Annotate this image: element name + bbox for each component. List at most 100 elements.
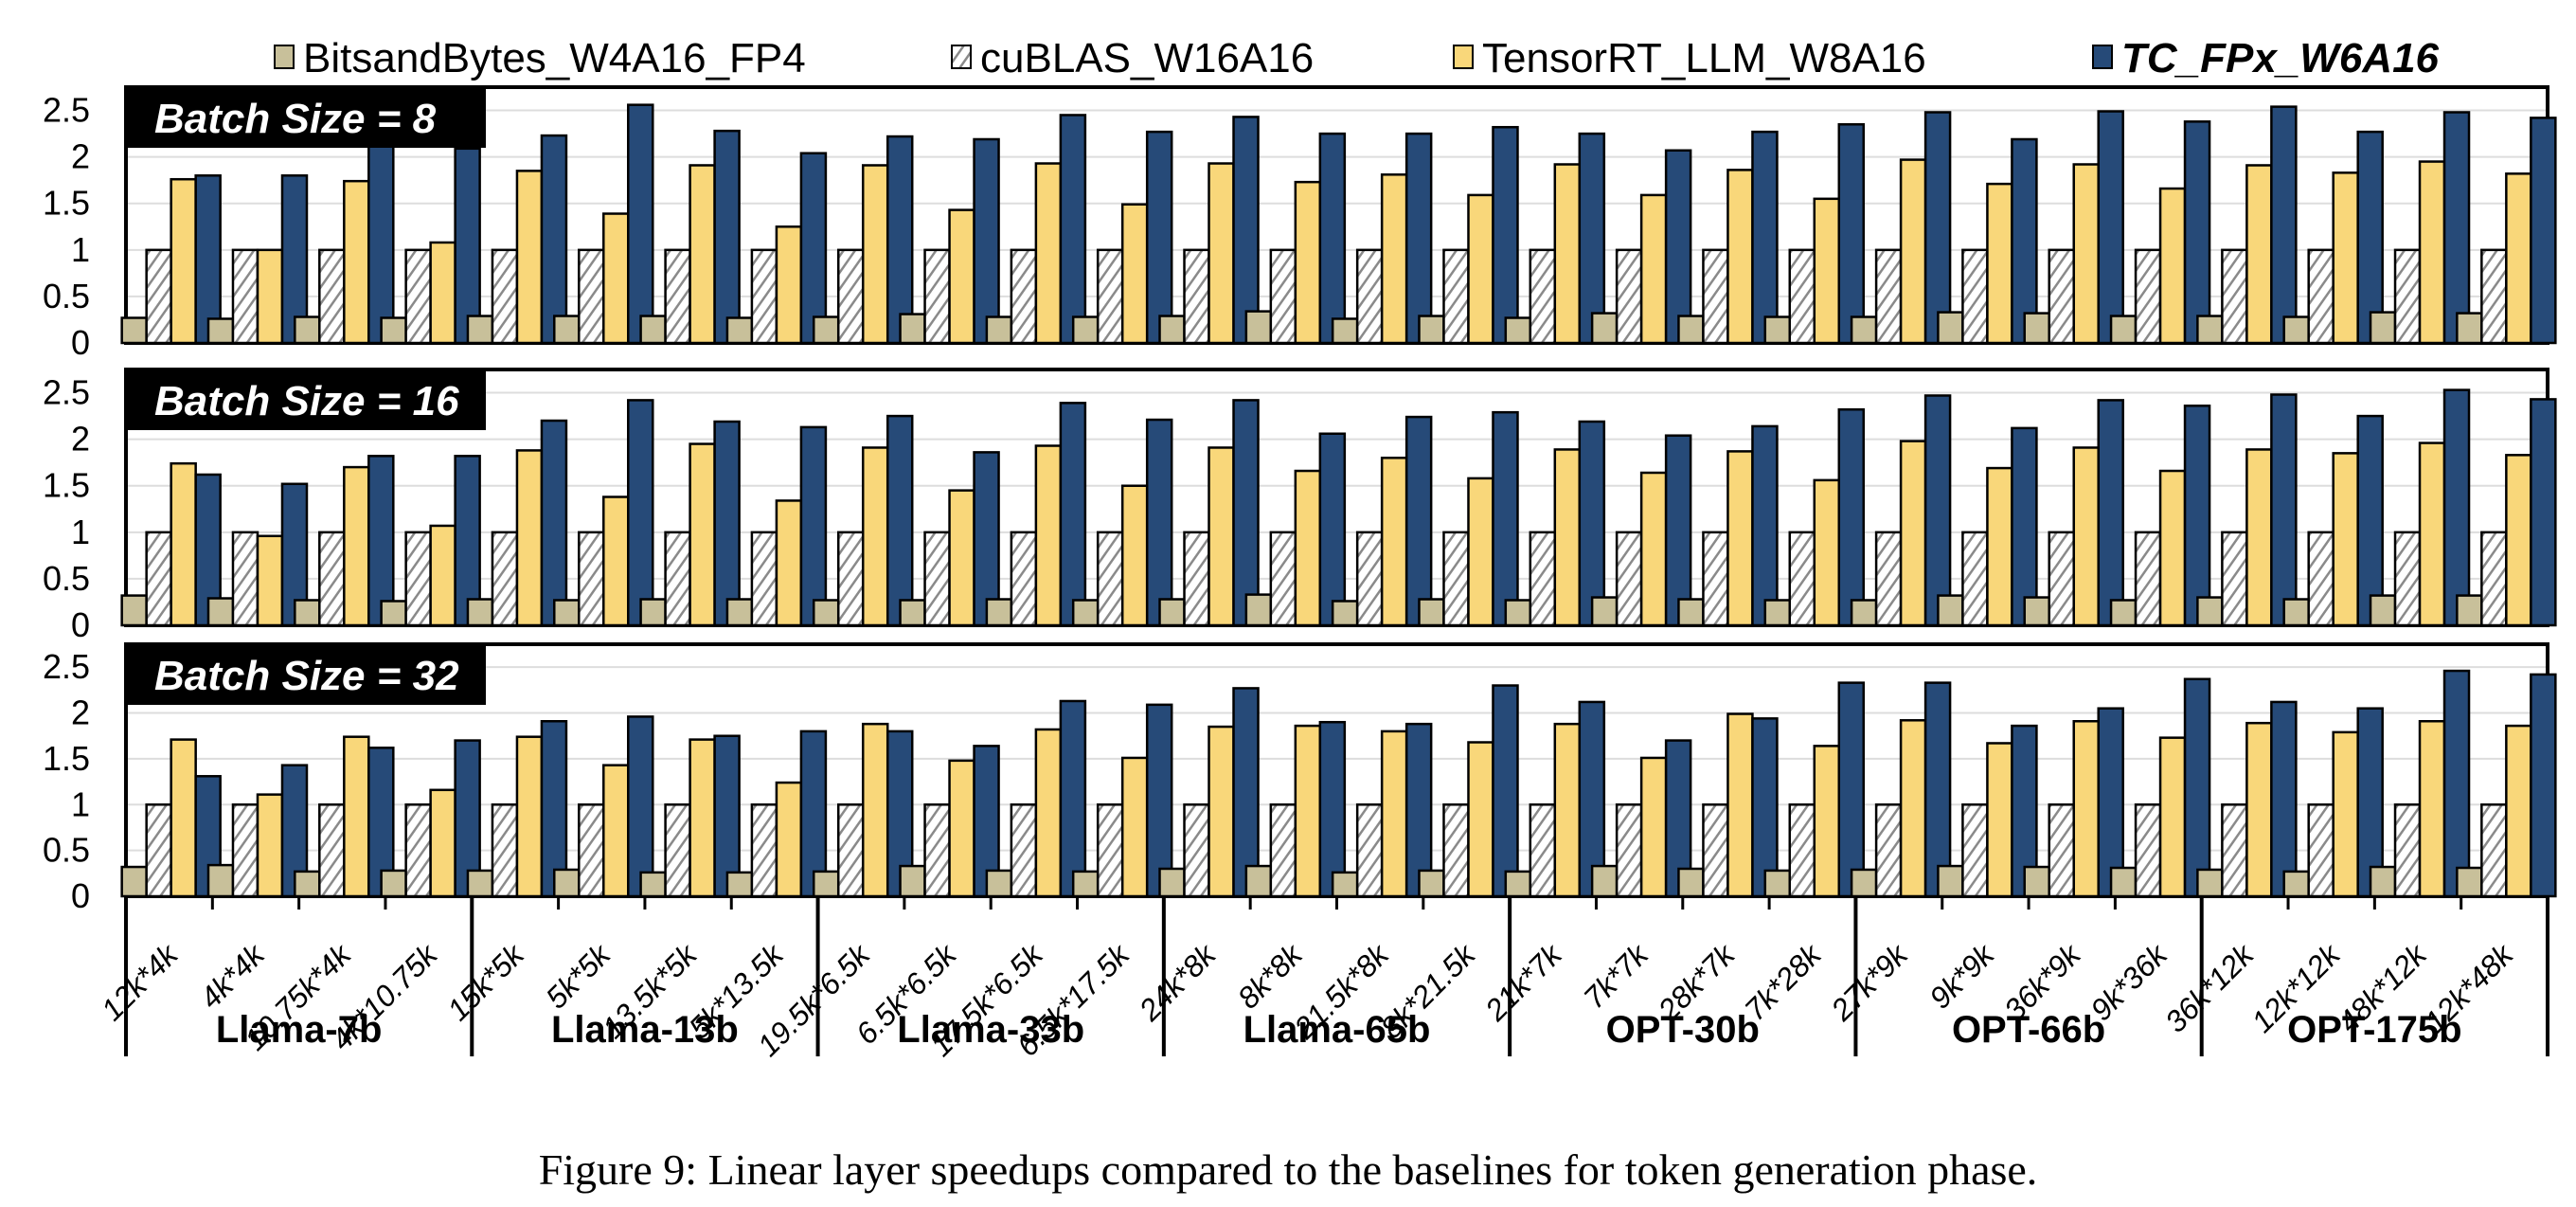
bar-tensorrt-llm-w8a16 xyxy=(515,170,544,345)
bar-cublas-w16a16 xyxy=(1615,531,1643,627)
bar-tensorrt-llm-w8a16 xyxy=(2418,441,2446,627)
bar-tensorrt-llm-w8a16 xyxy=(775,499,803,627)
x-tick-label: 8k*8k xyxy=(1231,936,1310,1015)
bar-tc-fpx-w6a16 xyxy=(540,419,568,627)
bar-tensorrt-llm-w8a16 xyxy=(2505,724,2532,898)
bar-tensorrt-llm-w8a16 xyxy=(1639,471,1668,627)
bar-cublas-w16a16 xyxy=(1702,248,1729,345)
bar-tensorrt-llm-w8a16 xyxy=(1208,725,1235,898)
bar-tensorrt-llm-w8a16 xyxy=(2072,720,2100,898)
bar-tensorrt-llm-w8a16 xyxy=(775,781,803,898)
bar-cublas-w16a16 xyxy=(578,803,605,898)
bar-tc-fpx-w6a16 xyxy=(1664,149,1692,345)
bar-tensorrt-llm-w8a16 xyxy=(1813,745,1841,898)
bar-tensorrt-llm-w8a16 xyxy=(689,442,716,627)
bar-tc-fpx-w6a16 xyxy=(627,399,654,627)
bar-bitsandbytes-w4a16-fp4 xyxy=(1677,598,1705,627)
bar-tc-fpx-w6a16 xyxy=(1145,130,1173,345)
bar-tc-fpx-w6a16 xyxy=(1492,684,1519,898)
bar-cublas-w16a16 xyxy=(145,803,172,898)
bar-tc-fpx-w6a16 xyxy=(1751,424,1779,627)
bar-tensorrt-llm-w8a16 xyxy=(1034,728,1063,898)
bar-cublas-w16a16 xyxy=(836,803,865,898)
bar-cublas-w16a16 xyxy=(836,248,865,345)
bar-tensorrt-llm-w8a16 xyxy=(1726,169,1754,345)
bar-cublas-w16a16 xyxy=(1788,248,1816,345)
bar-cublas-w16a16 xyxy=(1615,803,1643,898)
bar-cublas-w16a16 xyxy=(2480,803,2508,898)
bar-cublas-w16a16 xyxy=(1529,531,1557,627)
bar-cublas-w16a16 xyxy=(145,248,172,345)
bar-cublas-w16a16 xyxy=(1442,248,1470,345)
y-tick-label: 0 xyxy=(71,876,90,915)
bar-cublas-w16a16 xyxy=(2048,531,2075,627)
bar-bitsandbytes-w4a16-fp4 xyxy=(206,863,235,898)
bar-tc-fpx-w6a16 xyxy=(1751,717,1779,898)
bar-bitsandbytes-w4a16-fp4 xyxy=(725,871,754,898)
bar-tc-fpx-w6a16 xyxy=(1492,125,1519,345)
bar-bitsandbytes-w4a16-fp4 xyxy=(812,870,840,898)
panel-label: Batch Size = 16 xyxy=(126,369,486,430)
legend-label: cuBLAS_W16A16 xyxy=(980,35,1314,81)
bar-tc-fpx-w6a16 xyxy=(194,174,222,345)
bar-tensorrt-llm-w8a16 xyxy=(170,738,197,898)
bar-tensorrt-llm-w8a16 xyxy=(256,534,284,627)
bar-bitsandbytes-w4a16-fp4 xyxy=(2196,868,2224,898)
group-label-llama-7b: Llama-7b xyxy=(216,1009,383,1051)
bar-cublas-w16a16 xyxy=(491,248,519,345)
bar-cublas-w16a16 xyxy=(318,803,346,898)
bar-tensorrt-llm-w8a16 xyxy=(1467,193,1494,345)
legend-item-cublas-w16a16: cuBLAS_W16A16 xyxy=(951,35,1314,81)
bar-bitsandbytes-w4a16-fp4 xyxy=(1937,311,1964,345)
bar-tc-fpx-w6a16 xyxy=(2183,405,2211,627)
bar-tensorrt-llm-w8a16 xyxy=(2332,730,2359,898)
bar-bitsandbytes-w4a16-fp4 xyxy=(294,870,321,898)
legend-label: TC_FPx_W6A16 xyxy=(2121,35,2440,81)
bar-tensorrt-llm-w8a16 xyxy=(689,738,716,898)
bar-tensorrt-llm-w8a16 xyxy=(256,793,284,898)
bar-bitsandbytes-w4a16-fp4 xyxy=(1244,864,1273,898)
bar-bitsandbytes-w4a16-fp4 xyxy=(899,864,926,898)
bar-cublas-w16a16 xyxy=(404,531,432,627)
bar-bitsandbytes-w4a16-fp4 xyxy=(1850,868,1878,898)
bar-bitsandbytes-w4a16-fp4 xyxy=(206,317,235,345)
bar-tensorrt-llm-w8a16 xyxy=(1813,478,1841,627)
bar-tensorrt-llm-w8a16 xyxy=(602,212,630,345)
bar-cublas-w16a16 xyxy=(2134,531,2162,627)
x-tick-label: 15k*5k xyxy=(440,936,531,1027)
legend-swatch xyxy=(274,45,295,69)
bar-tensorrt-llm-w8a16 xyxy=(515,735,544,898)
bar-cublas-w16a16 xyxy=(2048,248,2075,345)
bar-tensorrt-llm-w8a16 xyxy=(948,489,975,627)
x-tick-label: 21k*7k xyxy=(1477,936,1569,1028)
bar-bitsandbytes-w4a16-fp4 xyxy=(2282,598,2310,627)
bar-cublas-w16a16 xyxy=(2393,803,2422,898)
bar-tensorrt-llm-w8a16 xyxy=(602,495,630,627)
group-label-opt-30b: OPT-30b xyxy=(1606,1009,1760,1051)
bar-bitsandbytes-w4a16-fp4 xyxy=(380,316,407,345)
bar-bitsandbytes-w4a16-fp4 xyxy=(985,598,1013,627)
bar-tc-fpx-w6a16 xyxy=(2011,137,2038,345)
y-tick-label: 2.5 xyxy=(43,647,90,686)
bar-cublas-w16a16 xyxy=(231,248,259,345)
panel-label-text: Batch Size = 8 xyxy=(154,96,437,142)
bar-bitsandbytes-w4a16-fp4 xyxy=(380,869,407,898)
bar-cublas-w16a16 xyxy=(750,803,778,898)
legend-swatch xyxy=(1453,45,1474,69)
bar-tensorrt-llm-w8a16 xyxy=(948,759,975,898)
bar-cublas-w16a16 xyxy=(2134,803,2162,898)
bar-tc-fpx-w6a16 xyxy=(713,129,741,345)
bar-cublas-w16a16 xyxy=(1788,531,1816,627)
bar-bitsandbytes-w4a16-fp4 xyxy=(1763,599,1792,627)
x-tick-label: 36k*12k xyxy=(2158,936,2262,1039)
bar-tensorrt-llm-w8a16 xyxy=(2245,448,2273,627)
bar-cublas-w16a16 xyxy=(923,803,951,898)
bar-tc-fpx-w6a16 xyxy=(1837,407,1866,627)
bar-tensorrt-llm-w8a16 xyxy=(2245,164,2273,345)
bar-tc-fpx-w6a16 xyxy=(1404,415,1433,627)
bar-bitsandbytes-w4a16-fp4 xyxy=(1763,869,1792,898)
bar-cublas-w16a16 xyxy=(1010,531,1038,627)
bar-bitsandbytes-w4a16-fp4 xyxy=(2369,865,2397,898)
x-tick-label: 7k*7k xyxy=(1577,936,1655,1015)
bar-tensorrt-llm-w8a16 xyxy=(689,164,716,345)
